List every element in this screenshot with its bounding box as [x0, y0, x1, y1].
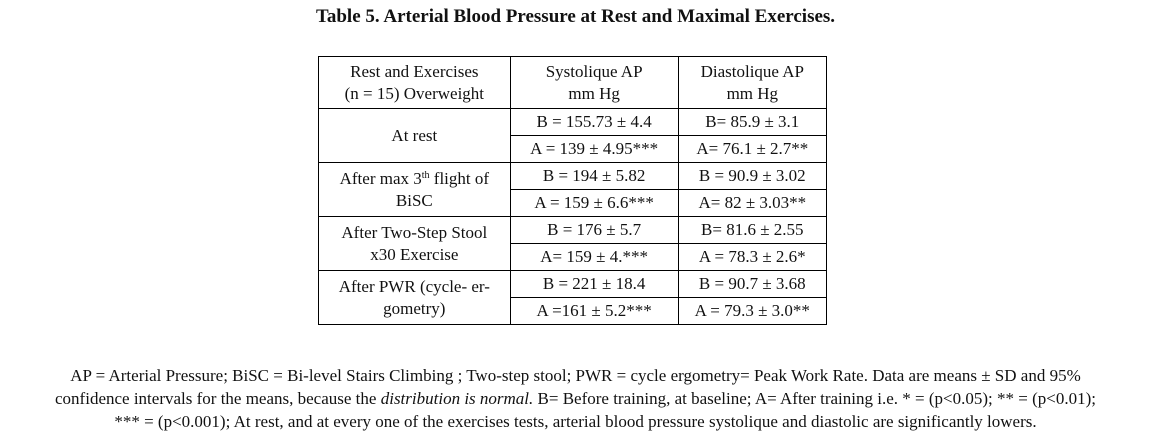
footnote-line1: AP = Arterial Pressure; BiSC = Bi-level …: [70, 366, 1081, 385]
table-row: After PWR (cycle- er- gometry) B = 221 ±…: [318, 270, 828, 325]
condition-label-pre: After max 3: [339, 168, 422, 188]
header-diastolic-line1: Diastolique AP: [700, 62, 805, 81]
condition-label-line2: x30 Exercise: [370, 244, 459, 264]
after-diastolic-cell: A = 78.3 ± 2.6*: [677, 243, 828, 271]
condition-cell: After PWR (cycle- er- gometry): [318, 270, 511, 325]
condition-cell: At rest: [318, 108, 511, 163]
before-diastolic-cell: B = 90.7 ± 3.68: [677, 270, 828, 298]
condition-label-line1: After PWR (cycle- er-: [338, 276, 490, 296]
header-diastolic-line2: mm Hg: [726, 84, 779, 103]
condition-cell: After Two-Step Stool x30 Exercise: [318, 216, 511, 271]
table-footnote: AP = Arterial Pressure; BiSC = Bi-level …: [0, 364, 1151, 433]
footnote-line2-end: B= Before training, at baseline; A= Afte…: [533, 389, 1096, 408]
before-systolic-cell: B = 221 ± 18.4: [509, 270, 679, 298]
condition-label-line1: After Two-Step Stool: [341, 222, 488, 242]
condition-label-post: flight of: [429, 168, 490, 188]
footnote-line2-start: confidence intervals for the means, beca…: [55, 389, 381, 408]
table-row: After Two-Step Stool x30 Exercise B = 17…: [318, 216, 828, 271]
header-systolic-line2: mm Hg: [568, 84, 620, 103]
table-row: After max 3th flight of BiSC B = 194 ± 5…: [318, 162, 828, 217]
before-systolic-cell: B = 176 ± 5.7: [509, 216, 679, 244]
table-row: A= 159 ± 4.*** A = 78.3 ± 2.6*: [319, 243, 828, 271]
table-title: Table 5. Arterial Blood Pressure at Rest…: [315, 6, 836, 27]
blood-pressure-table: Rest and Exercises (n = 15) Overweight S…: [318, 56, 828, 325]
header-condition-line1: Rest and Exercises: [350, 62, 479, 81]
before-diastolic-cell: B= 81.6 ± 2.55: [677, 216, 828, 244]
footnote-line3: *** = (p<0.001); At rest, and at every o…: [114, 412, 1037, 431]
after-diastolic-cell: A = 79.3 ± 3.0**: [677, 297, 828, 325]
header-row: Rest and Exercises (n = 15) Overweight S…: [318, 56, 828, 109]
after-systolic-cell: A = 139 ± 4.95***: [509, 135, 679, 163]
table-row: A = 139 ± 4.95*** A= 76.1 ± 2.7**: [319, 135, 828, 163]
after-systolic-cell: A = 159 ± 6.6***: [509, 189, 679, 217]
table-row: A =161 ± 5.2*** A = 79.3 ± 3.0**: [319, 297, 828, 325]
header-systolic-line1: Systolique AP: [545, 62, 643, 81]
before-systolic-cell: B = 194 ± 5.82: [509, 162, 679, 190]
after-diastolic-cell: A= 82 ± 3.03**: [677, 189, 828, 217]
table-row: At rest B = 155.73 ± 4.4 B= 85.9 ± 3.1: [318, 108, 828, 163]
after-systolic-cell: A =161 ± 5.2***: [509, 297, 679, 325]
before-diastolic-cell: B= 85.9 ± 3.1: [677, 108, 828, 136]
condition-label: At rest: [391, 125, 438, 145]
header-condition: Rest and Exercises (n = 15) Overweight: [318, 56, 511, 109]
after-systolic-cell: A= 159 ± 4.***: [509, 243, 679, 271]
header-diastolic: Diastolique AP mm Hg: [677, 56, 828, 109]
condition-label-line2: BiSC: [395, 190, 433, 210]
footnote-italic: distribution is normal.: [380, 389, 534, 408]
before-diastolic-cell: B = 90.9 ± 3.02: [677, 162, 828, 190]
header-systolic: Systolique AP mm Hg: [509, 56, 679, 109]
condition-label-sup: th: [421, 169, 430, 181]
before-systolic-cell: B = 155.73 ± 4.4: [509, 108, 679, 136]
condition-cell: After max 3th flight of BiSC: [318, 162, 511, 217]
header-condition-line2: (n = 15) Overweight: [344, 84, 485, 103]
table-row: A = 159 ± 6.6*** A= 82 ± 3.03**: [319, 189, 828, 217]
after-diastolic-cell: A= 76.1 ± 2.7**: [677, 135, 828, 163]
condition-label-line2: gometry): [383, 298, 446, 318]
